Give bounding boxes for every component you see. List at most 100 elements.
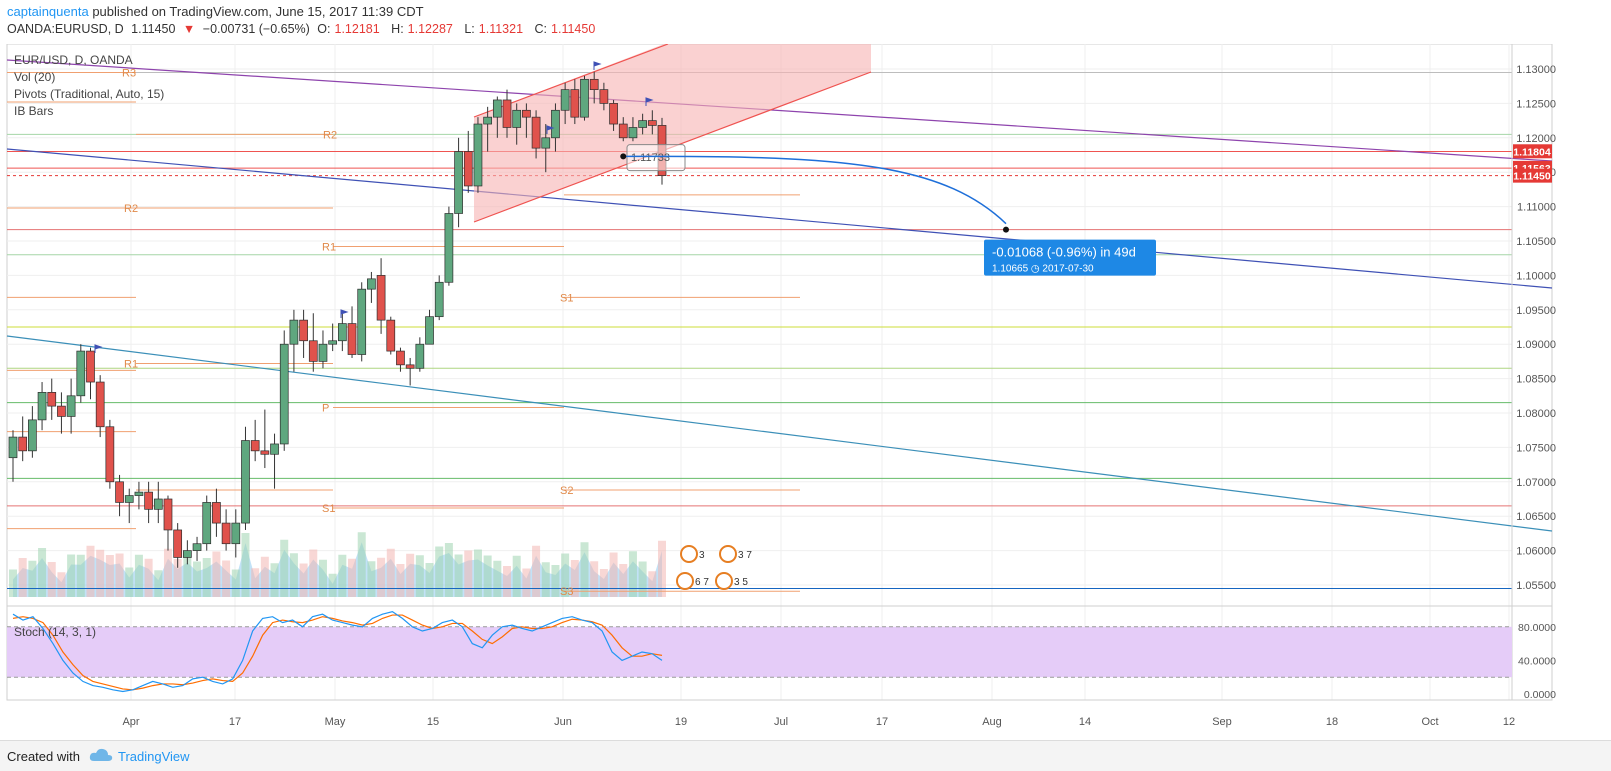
economic-event-flag-icon <box>676 572 694 590</box>
event-count-label: 3 <box>699 550 705 561</box>
candle-body <box>221 522 231 545</box>
candle-body <box>580 78 589 118</box>
volume-bar <box>67 554 76 597</box>
volume-bar <box>503 566 512 597</box>
volume-bar <box>163 548 172 597</box>
volume-bar <box>619 564 628 597</box>
purple-trendline <box>6 59 1553 162</box>
price-tick-label: 1.11000 <box>1517 202 1556 214</box>
candle-body <box>551 109 560 139</box>
volume-bar <box>377 557 386 597</box>
candle-body <box>76 350 86 397</box>
volume-bar <box>270 563 279 597</box>
price-tick-label: 1.10000 <box>1516 270 1556 282</box>
volume-bar <box>76 554 85 597</box>
price-tick-label: 1.13000 <box>1516 64 1556 76</box>
blue-trendline <box>6 148 1553 289</box>
volume-bar <box>541 562 550 597</box>
low-value: 1.11321 <box>478 22 524 36</box>
economic-event-flag-icon <box>719 545 737 563</box>
time-tick-label: Jul <box>774 716 788 728</box>
symbol-label: OANDA:EURUSD, D <box>7 22 124 36</box>
projection-curve <box>623 155 1007 225</box>
volume-bar <box>251 568 260 597</box>
projection-start-point <box>620 153 627 160</box>
chart-frame <box>6 44 1553 701</box>
chart-header: captainquenta published on TradingView.c… <box>0 0 1611 44</box>
volume-bar <box>47 562 56 597</box>
time-axis[interactable]: Apr 17 May 15 Jun 19 Jul 17 Aug 14 Sep 18 Oct 12 <box>7 699 1552 728</box>
time-tick-label: Oct <box>1421 716 1438 728</box>
volume-bar <box>658 540 666 597</box>
candle-body <box>124 495 134 503</box>
volume-bar <box>425 563 434 597</box>
volume-bar <box>386 548 395 597</box>
price-tick-label: 1.07000 <box>1516 477 1556 489</box>
volume-bar <box>86 545 95 597</box>
candle-body <box>153 498 163 510</box>
volume-bar <box>367 561 376 597</box>
volume-bar <box>28 560 37 597</box>
volume-bar <box>154 570 163 597</box>
volume-bar <box>96 549 105 597</box>
volume-bar <box>212 551 221 597</box>
stoch-study-label[interactable]: Stoch (14, 3, 1) <box>14 625 97 639</box>
candle-body <box>144 491 153 510</box>
volume-bar <box>105 555 114 597</box>
candle-body <box>492 99 502 118</box>
pivots-study-label[interactable]: Pivots (Traditional, Auto, 15) <box>14 87 165 101</box>
candle-body <box>105 426 115 483</box>
pivot-label: S1 <box>322 503 335 515</box>
volume-bar <box>483 555 492 597</box>
volume-bar <box>18 558 27 597</box>
footer: Created with TradingView <box>0 740 1611 771</box>
volume-bar <box>289 553 298 597</box>
candle-body <box>308 340 318 362</box>
candle-body <box>396 350 405 366</box>
flag-icon <box>645 97 654 106</box>
candle-body <box>454 151 463 214</box>
projection[interactable]: -0.01068 (-0.96%) in 49d 1.10665 ◷ 2017-0… <box>620 153 1156 276</box>
main-series-label[interactable]: EUR/USD, D, OANDA <box>14 53 133 67</box>
volume-bar <box>628 551 637 597</box>
volume-bar <box>609 552 618 597</box>
tradingview-brand-link[interactable]: TradingView <box>118 749 190 764</box>
volume-bar <box>396 564 405 597</box>
flag-icon <box>340 309 349 318</box>
volume-bar <box>9 569 17 597</box>
volume-bar <box>193 561 202 597</box>
volume-bar <box>222 560 231 597</box>
stoch-band <box>7 626 1512 678</box>
volume-bar <box>638 561 647 597</box>
candle-body <box>512 109 522 128</box>
down-arrow-icon: ▼ <box>182 22 196 36</box>
price-label-text: 1.11804 <box>1513 146 1551 158</box>
open-value: 1.12181 <box>334 22 380 36</box>
tradingview-logo-icon[interactable] <box>88 747 114 765</box>
close-value: 1.11450 <box>551 22 596 36</box>
volume-bar <box>299 563 308 597</box>
candle-body <box>560 89 570 111</box>
volume-bar <box>444 543 453 597</box>
volume-study-label[interactable]: Vol (20) <box>14 70 56 84</box>
price-tick-label: 1.10500 <box>1516 236 1556 248</box>
author-link[interactable]: captainquenta <box>7 4 89 19</box>
candle-body <box>609 103 618 125</box>
close-label: C: <box>534 22 548 36</box>
candle-body <box>192 543 202 551</box>
time-tick-label: Apr <box>122 716 139 728</box>
price-axis[interactable]: 1.130001.125001.120001.115001.110001.105… <box>1511 44 1556 700</box>
price-callout: 1.11733 <box>626 144 686 172</box>
price-tick-label: 1.08500 <box>1516 374 1556 386</box>
projection-end-point <box>1003 226 1009 233</box>
published-text: published on TradingView.com, June 15, 2… <box>92 4 424 19</box>
candle-body <box>202 502 212 545</box>
low-label: L: <box>464 22 475 36</box>
candle-body <box>299 319 308 342</box>
volume-bar <box>570 560 579 597</box>
candle-body <box>47 392 57 407</box>
event-icons[interactable]: 3 3 7 6 7 3 5 <box>94 61 752 590</box>
time-tick-label: 18 <box>1326 716 1338 728</box>
ib-study-label[interactable]: IB Bars <box>14 104 54 118</box>
chart-canvas[interactable]: R3 R2 R2 R1 S1 R1 P S2 S1 S3 1.11733 -0.01068 (-0… <box>0 44 1611 740</box>
